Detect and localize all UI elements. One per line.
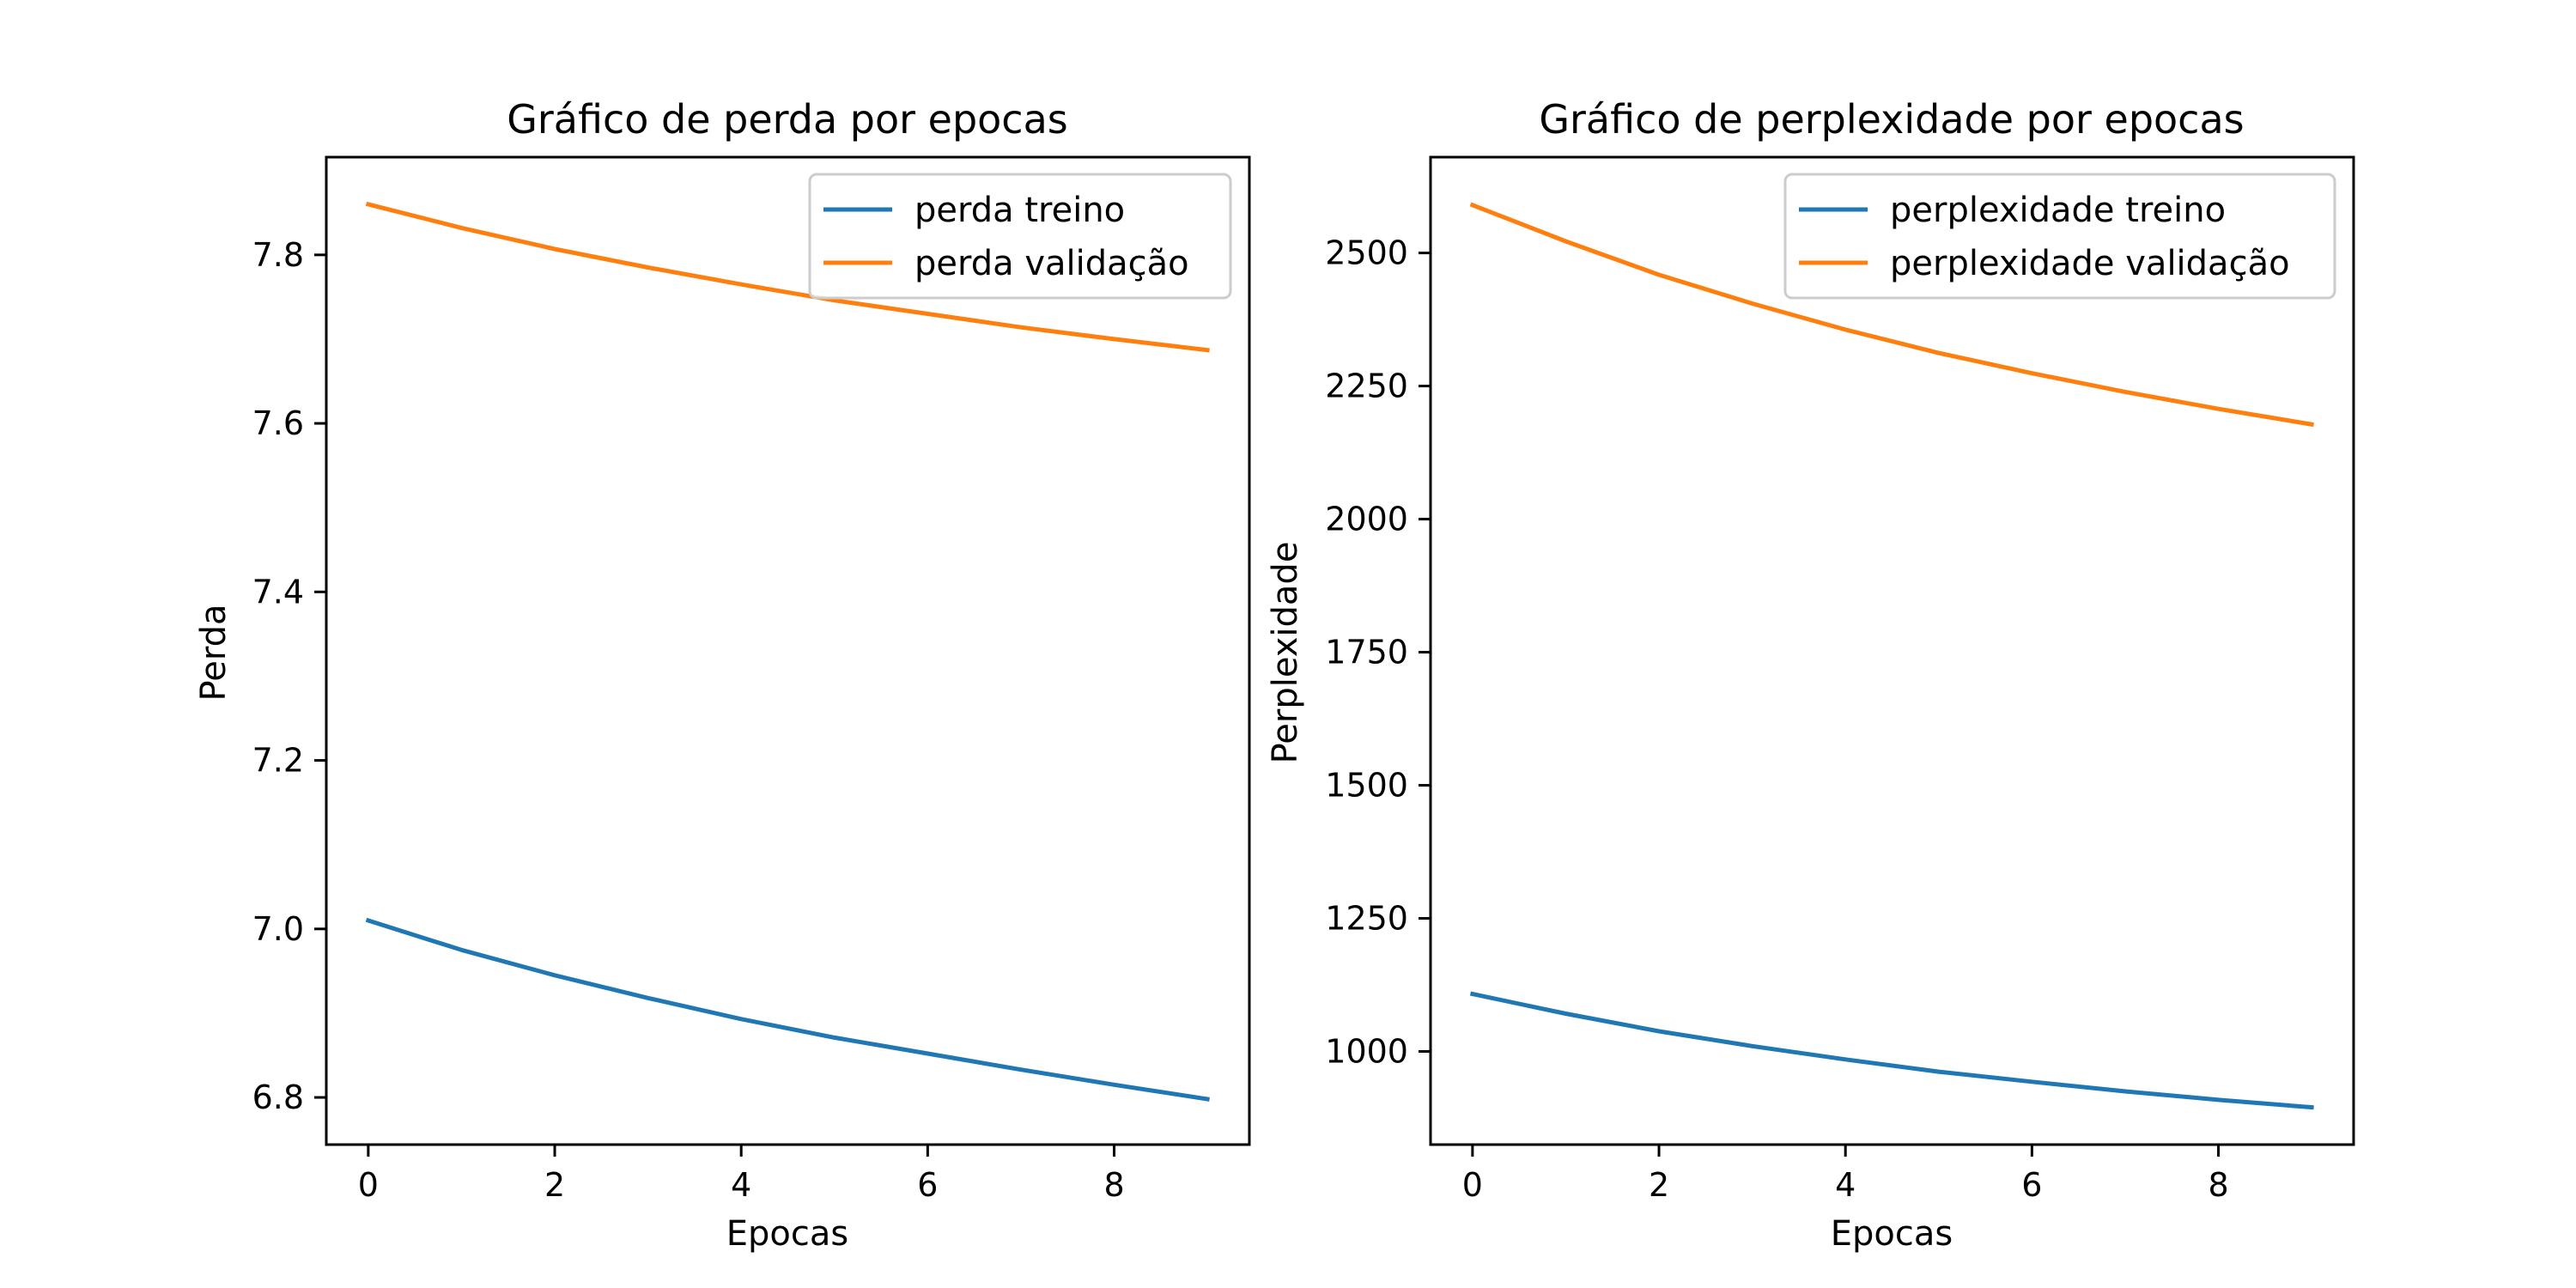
loss-chart-legend-label: perda validação xyxy=(914,244,1189,283)
perplexity-chart-legend: perplexidade treino perplexidade validaçã… xyxy=(1783,173,2336,300)
perplexity-chart: Gráfico de perplexidade por epocas Epoca… xyxy=(1266,96,2355,1254)
perplexity-chart-ylabel: Perplexidade xyxy=(1266,542,1305,764)
loss-chart-xtick-label: 0 xyxy=(358,1166,379,1204)
loss-chart-xtick-label: 2 xyxy=(544,1166,565,1204)
perplexity-chart-legend-label: perplexidade treino xyxy=(1890,191,2226,230)
loss-chart-xtick-label: 4 xyxy=(731,1166,751,1204)
perplexity-chart-ytick-label: 1000 xyxy=(1325,1033,1408,1071)
loss-chart: Gráfico de perda por epocas Epocas Perda… xyxy=(194,96,1251,1254)
loss-chart-ytick-label: 7.8 xyxy=(252,236,304,274)
perplexity-chart-ytick-label: 1250 xyxy=(1325,900,1408,938)
loss-chart-xlabel: Epocas xyxy=(726,1214,848,1254)
loss-chart-ytick-label: 7.4 xyxy=(252,573,304,611)
perplexity-chart-ytick-label: 1500 xyxy=(1325,767,1408,805)
loss-chart-title: Gráfico de perda por epocas xyxy=(507,96,1067,143)
loss-chart-series-0-line xyxy=(365,917,1210,1102)
perplexity-chart-legend-box xyxy=(1783,173,2336,300)
perplexity-chart-xtick-label: 0 xyxy=(1462,1166,1483,1204)
perplexity-chart-ticks: 0 2 4 6 8 1000 1250 1500 1750 2000 2250 2500 xyxy=(1325,234,2228,1204)
loss-chart-frame xyxy=(325,155,1251,1146)
perplexity-chart-title: Gráfico de perplexidade por epocas xyxy=(1539,96,2244,143)
perplexity-chart-xtick-label: 8 xyxy=(2208,1166,2228,1204)
loss-chart-xtick-label: 8 xyxy=(1103,1166,1124,1204)
loss-chart-lines xyxy=(365,201,1210,1102)
loss-chart-legend-label: perda treino xyxy=(914,191,1125,230)
perplexity-chart-series-1-line xyxy=(1469,202,2314,428)
perplexity-chart-ytick-label: 2000 xyxy=(1325,501,1408,538)
loss-chart-legend-box xyxy=(808,173,1232,300)
perplexity-chart-ytick-label: 1750 xyxy=(1325,634,1408,671)
loss-chart-ytick-label: 7.2 xyxy=(252,742,304,780)
perplexity-chart-xtick-label: 6 xyxy=(2021,1166,2042,1204)
loss-chart-series-1-line xyxy=(365,201,1210,353)
perplexity-chart-xlabel: Epocas xyxy=(1831,1214,1953,1254)
perplexity-chart-series-0-line xyxy=(1469,991,2314,1110)
loss-chart-ytick-label: 7.6 xyxy=(252,404,304,442)
perplexity-chart-xtick-label: 2 xyxy=(1649,1166,1669,1204)
perplexity-chart-legend-label: perplexidade validação xyxy=(1890,244,2290,283)
loss-chart-legend: perda treino perda validação xyxy=(808,173,1232,300)
loss-chart-ticks: 0 2 4 6 8 6.8 7.0 7.2 7.4 7.6 7.8 xyxy=(252,236,1125,1204)
perplexity-chart-ytick-label: 2250 xyxy=(1325,368,1408,405)
perplexity-chart-xtick-label: 4 xyxy=(1835,1166,1856,1204)
perplexity-chart-ytick-label: 2500 xyxy=(1325,234,1408,272)
perplexity-chart-lines xyxy=(1469,202,2314,1110)
loss-chart-xtick-label: 6 xyxy=(917,1166,938,1204)
loss-chart-ytick-label: 7.0 xyxy=(252,910,304,948)
loss-chart-ytick-label: 6.8 xyxy=(252,1078,304,1116)
loss-chart-ylabel: Perda xyxy=(194,605,234,702)
perplexity-chart-frame xyxy=(1429,155,2355,1146)
